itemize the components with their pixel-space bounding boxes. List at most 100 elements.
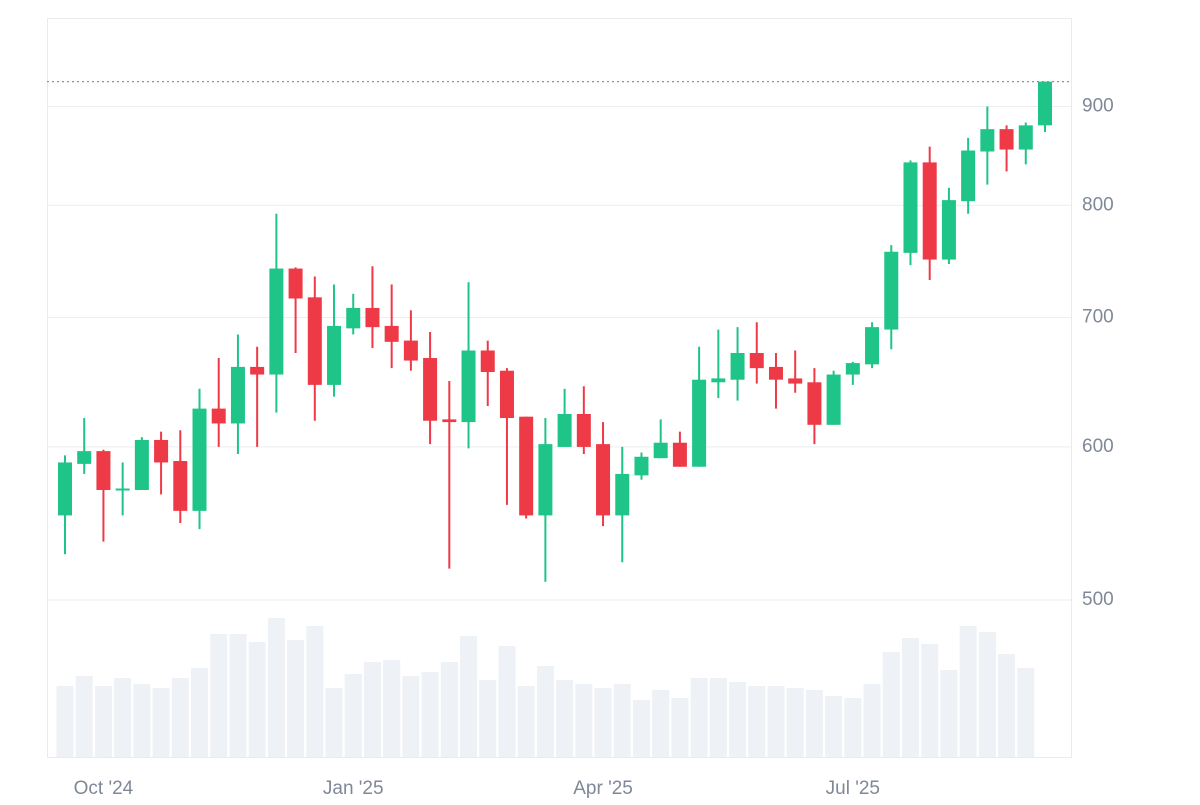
volume-bar	[921, 644, 939, 757]
candle-body	[96, 451, 111, 490]
volume-bar	[229, 634, 247, 757]
candle-body	[134, 439, 149, 490]
volume-bar	[440, 662, 458, 757]
volume-bar	[825, 696, 843, 757]
candle-body	[961, 150, 976, 202]
candle-body	[788, 378, 803, 384]
volume-bar	[306, 626, 324, 757]
volume-bar	[152, 688, 170, 757]
candle-body	[615, 473, 630, 516]
candle-body	[211, 408, 226, 424]
volume-bar	[998, 654, 1016, 757]
candle-body	[865, 327, 880, 365]
volume-bar	[863, 684, 881, 757]
x-tick-label: Oct '24	[74, 778, 134, 799]
volume-bar	[844, 698, 862, 757]
candle-body	[711, 378, 726, 383]
candle-body	[672, 442, 687, 467]
volume-bar	[325, 688, 343, 757]
volume-bar	[940, 670, 958, 757]
candle-body	[480, 350, 495, 372]
volume-bar	[632, 700, 650, 757]
candle-body	[288, 268, 303, 299]
candle-body	[807, 382, 822, 425]
volume-bar	[786, 688, 804, 757]
candle-body	[365, 307, 380, 328]
candle-body	[250, 366, 265, 375]
volume-bar	[767, 686, 785, 757]
y-tick-label: 800	[1082, 194, 1114, 215]
volume-bar	[498, 646, 516, 757]
volume-bar	[748, 686, 766, 757]
volume-bar	[575, 684, 593, 757]
candle-body	[58, 462, 72, 516]
x-tick-label: Jul '25	[826, 778, 880, 799]
volume-bar	[191, 668, 209, 757]
candle-body	[538, 444, 553, 516]
candle-body	[442, 419, 457, 423]
volume-bar	[652, 690, 670, 757]
volume-bar	[248, 642, 266, 757]
volume-bar	[460, 636, 478, 757]
volume-bar	[536, 666, 554, 757]
candle-body	[461, 350, 476, 423]
volume-bar	[75, 676, 93, 757]
volume-bar	[94, 686, 112, 757]
candle-body	[154, 439, 169, 463]
candle-body	[115, 488, 130, 491]
candle-body	[192, 408, 207, 511]
candle-body	[230, 366, 245, 424]
x-tick-label: Jan '25	[323, 778, 384, 799]
candle-body	[826, 374, 841, 425]
volume-bar	[479, 680, 497, 757]
candle-body	[730, 353, 745, 380]
x-tick-label: Apr '25	[573, 778, 633, 799]
volume-bar	[690, 678, 708, 757]
candle-body	[346, 307, 361, 329]
candle-body	[403, 340, 418, 361]
candle-body	[922, 162, 937, 260]
candle-body	[980, 129, 995, 152]
candle-body	[845, 363, 860, 375]
candle-body	[423, 358, 438, 421]
volume-bar	[594, 688, 612, 757]
volume-bar	[978, 632, 996, 757]
candle-body	[173, 461, 188, 511]
candle-body	[269, 268, 284, 375]
volume-bar	[210, 634, 228, 757]
volume-bar	[882, 652, 900, 757]
volume-bar	[729, 682, 747, 757]
candle-body	[519, 416, 534, 516]
volume-bar	[1017, 668, 1035, 757]
candle-body	[557, 413, 572, 447]
y-tick-label: 700	[1082, 306, 1114, 327]
candle-body	[307, 297, 322, 385]
volume-bar	[959, 626, 977, 757]
volume-bar	[421, 672, 439, 757]
candle-body	[653, 442, 668, 459]
volume-bar	[556, 680, 574, 757]
y-tick-label: 900	[1082, 95, 1114, 116]
volume-bar	[517, 686, 535, 757]
candle-body	[692, 379, 707, 467]
candle-body	[576, 413, 591, 447]
volume-bar	[171, 678, 189, 757]
volume-bar	[805, 690, 823, 757]
volume-bar	[267, 618, 285, 757]
candle-body	[1038, 81, 1052, 126]
candle-body	[941, 200, 956, 260]
candle-body	[999, 129, 1014, 150]
candle-body	[634, 456, 649, 476]
volume-bar	[133, 684, 151, 757]
candle-body	[1018, 125, 1033, 150]
candle-body	[884, 251, 899, 330]
volume-bar	[402, 676, 420, 757]
volume-bar	[344, 674, 362, 757]
volume-bar	[383, 660, 401, 757]
volume-bar	[114, 678, 132, 757]
volume-bar	[363, 662, 381, 757]
candle-body	[768, 366, 783, 380]
candle-body	[327, 325, 342, 385]
y-tick-label: 600	[1082, 436, 1114, 457]
